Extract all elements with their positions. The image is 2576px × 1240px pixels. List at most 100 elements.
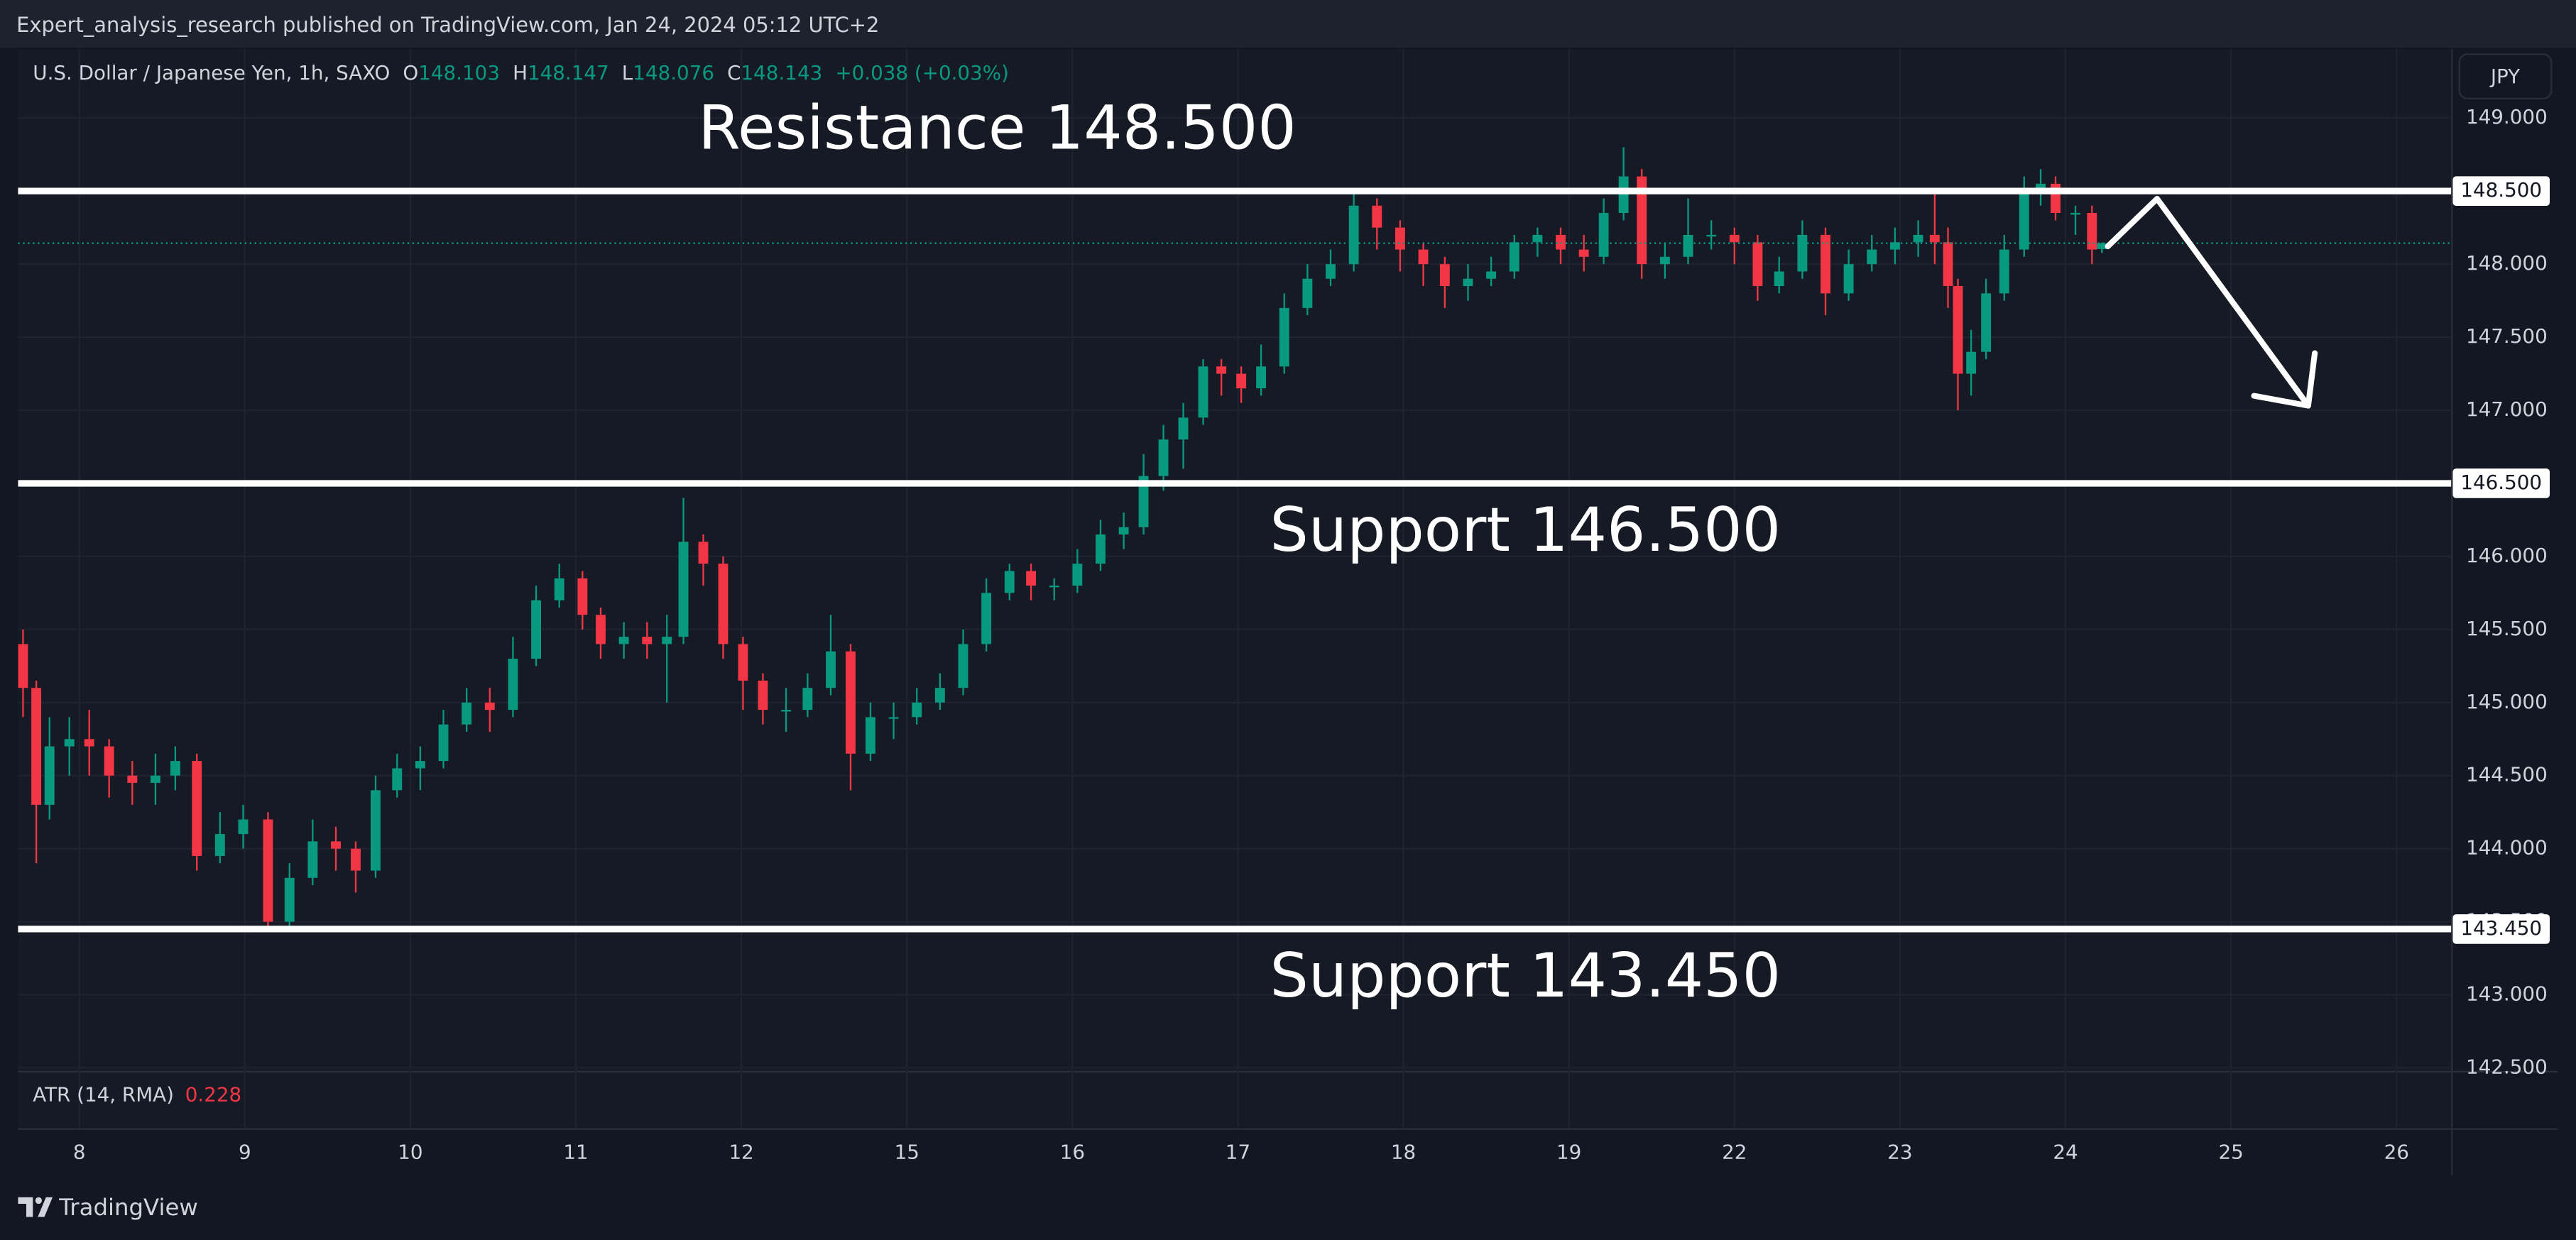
- y-tick-label: 143.000: [2466, 982, 2548, 1006]
- candle-body: [1999, 249, 2009, 294]
- candle-body: [1637, 176, 1647, 265]
- candle-body: [1026, 571, 1037, 586]
- x-tick-label: 16: [1060, 1140, 1085, 1163]
- candle-body: [1096, 534, 1106, 564]
- header-bar: [0, 0, 2576, 48]
- candle-body: [438, 724, 449, 762]
- candle-body: [2036, 183, 2046, 192]
- legend-change: +0.038 (+0.03%): [835, 61, 1009, 84]
- indicator-title: ATR (14, RMA): [33, 1082, 174, 1106]
- candle-body: [307, 841, 318, 878]
- x-tick-label: 24: [2053, 1140, 2078, 1163]
- candle-body: [1158, 439, 1169, 476]
- currency-label[interactable]: JPY: [2489, 65, 2520, 88]
- candle-body: [1463, 278, 1473, 287]
- candles: [18, 147, 2107, 929]
- x-tick-label: 17: [1226, 1140, 1250, 1163]
- atr-pane: [18, 1072, 2452, 1129]
- y-tick-label: 145.000: [2466, 690, 2548, 713]
- y-tick-label: 144.500: [2466, 763, 2548, 786]
- candle-body: [1178, 417, 1189, 440]
- candle-body: [1236, 373, 1247, 389]
- logo-dot: [35, 1197, 43, 1205]
- candle-body: [170, 761, 180, 776]
- candle-body: [1198, 366, 1208, 418]
- candle-body: [2087, 213, 2097, 250]
- candle-body: [596, 615, 606, 644]
- candle-body: [1072, 564, 1083, 586]
- candle-body: [1138, 476, 1149, 527]
- indicator-value: 0.228: [185, 1082, 241, 1106]
- drawings: Resistance 148.500 Support 146.500 Support…: [18, 93, 2452, 1011]
- candle-body: [662, 637, 672, 644]
- candle-body: [1439, 264, 1450, 287]
- candle-body: [84, 739, 94, 747]
- y-tick-label: 142.500: [2466, 1055, 2548, 1079]
- candle-body: [1683, 234, 1693, 257]
- legend-value: 148.147: [528, 61, 609, 84]
- candle-body: [371, 790, 381, 871]
- x-tick-label: 25: [2218, 1140, 2243, 1163]
- candle-body: [104, 746, 114, 776]
- x-tick-label: 22: [1722, 1140, 1747, 1163]
- x-tick-label: 19: [1556, 1140, 1581, 1163]
- candle-body: [1256, 366, 1267, 389]
- candle-body: [351, 848, 361, 871]
- projection-arrow: [2105, 195, 2311, 409]
- candle-body: [618, 637, 629, 644]
- price-pane: [18, 49, 2452, 1071]
- candle-body: [484, 702, 495, 710]
- x-tick-label: 11: [563, 1140, 588, 1163]
- candle-body: [263, 819, 273, 922]
- logo-icon: [18, 1197, 53, 1217]
- candle-body: [1004, 571, 1015, 593]
- x-tick-label: 15: [895, 1140, 919, 1163]
- candle-body: [392, 768, 403, 791]
- candle-body: [64, 739, 75, 747]
- candle-body: [1372, 205, 1382, 228]
- x-tick-label: 8: [73, 1140, 86, 1163]
- legend-value: 148.103: [418, 61, 500, 84]
- candle-body: [2019, 191, 2029, 250]
- candle-body: [718, 564, 728, 644]
- arrow-head: [2251, 350, 2318, 409]
- y-tick-label: 148.000: [2466, 251, 2548, 275]
- candle-body: [415, 761, 425, 769]
- candle-body: [758, 680, 768, 710]
- y-tick-label: 149.000: [2466, 105, 2548, 128]
- candle-body: [44, 746, 55, 805]
- legend-key: C: [727, 61, 741, 84]
- candle-body: [912, 702, 922, 718]
- candle-body: [1821, 234, 1830, 294]
- candle-body: [577, 578, 588, 615]
- indicator-name: ATR (14, RMA) 0.228: [33, 1082, 241, 1106]
- candle-body: [866, 717, 875, 754]
- symbol-title: U.S. Dollar / Japanese Yen, 1h, SAXO: [33, 61, 390, 84]
- candle-body: [284, 877, 295, 922]
- legend-value: 148.143: [741, 61, 823, 84]
- candle-body: [1706, 234, 1717, 237]
- candle-body: [958, 644, 968, 688]
- candle-body: [1889, 242, 1900, 250]
- candle-body: [698, 542, 709, 564]
- candle-body: [1797, 234, 1808, 272]
- candle-body: [1659, 256, 1670, 265]
- candle-body: [1929, 234, 1940, 243]
- candle-body: [1966, 351, 1977, 374]
- candle-body: [1326, 264, 1336, 279]
- candle-body: [1774, 271, 1784, 287]
- x-tick-label: 12: [728, 1140, 753, 1163]
- candle-body: [1913, 234, 1923, 243]
- candle-body: [1302, 278, 1313, 308]
- candle-body: [1953, 286, 1963, 374]
- candle-body: [1556, 234, 1566, 250]
- y-tick-label: 145.500: [2466, 617, 2548, 640]
- candle-body: [1532, 234, 1543, 243]
- candle-body: [238, 819, 249, 835]
- candle-body: [888, 717, 899, 719]
- candle-body: [1418, 249, 1429, 265]
- currency-button[interactable]: [2458, 53, 2553, 100]
- level-price-label: 148.500: [2460, 178, 2542, 202]
- y-tick-label: 146.000: [2466, 544, 2548, 567]
